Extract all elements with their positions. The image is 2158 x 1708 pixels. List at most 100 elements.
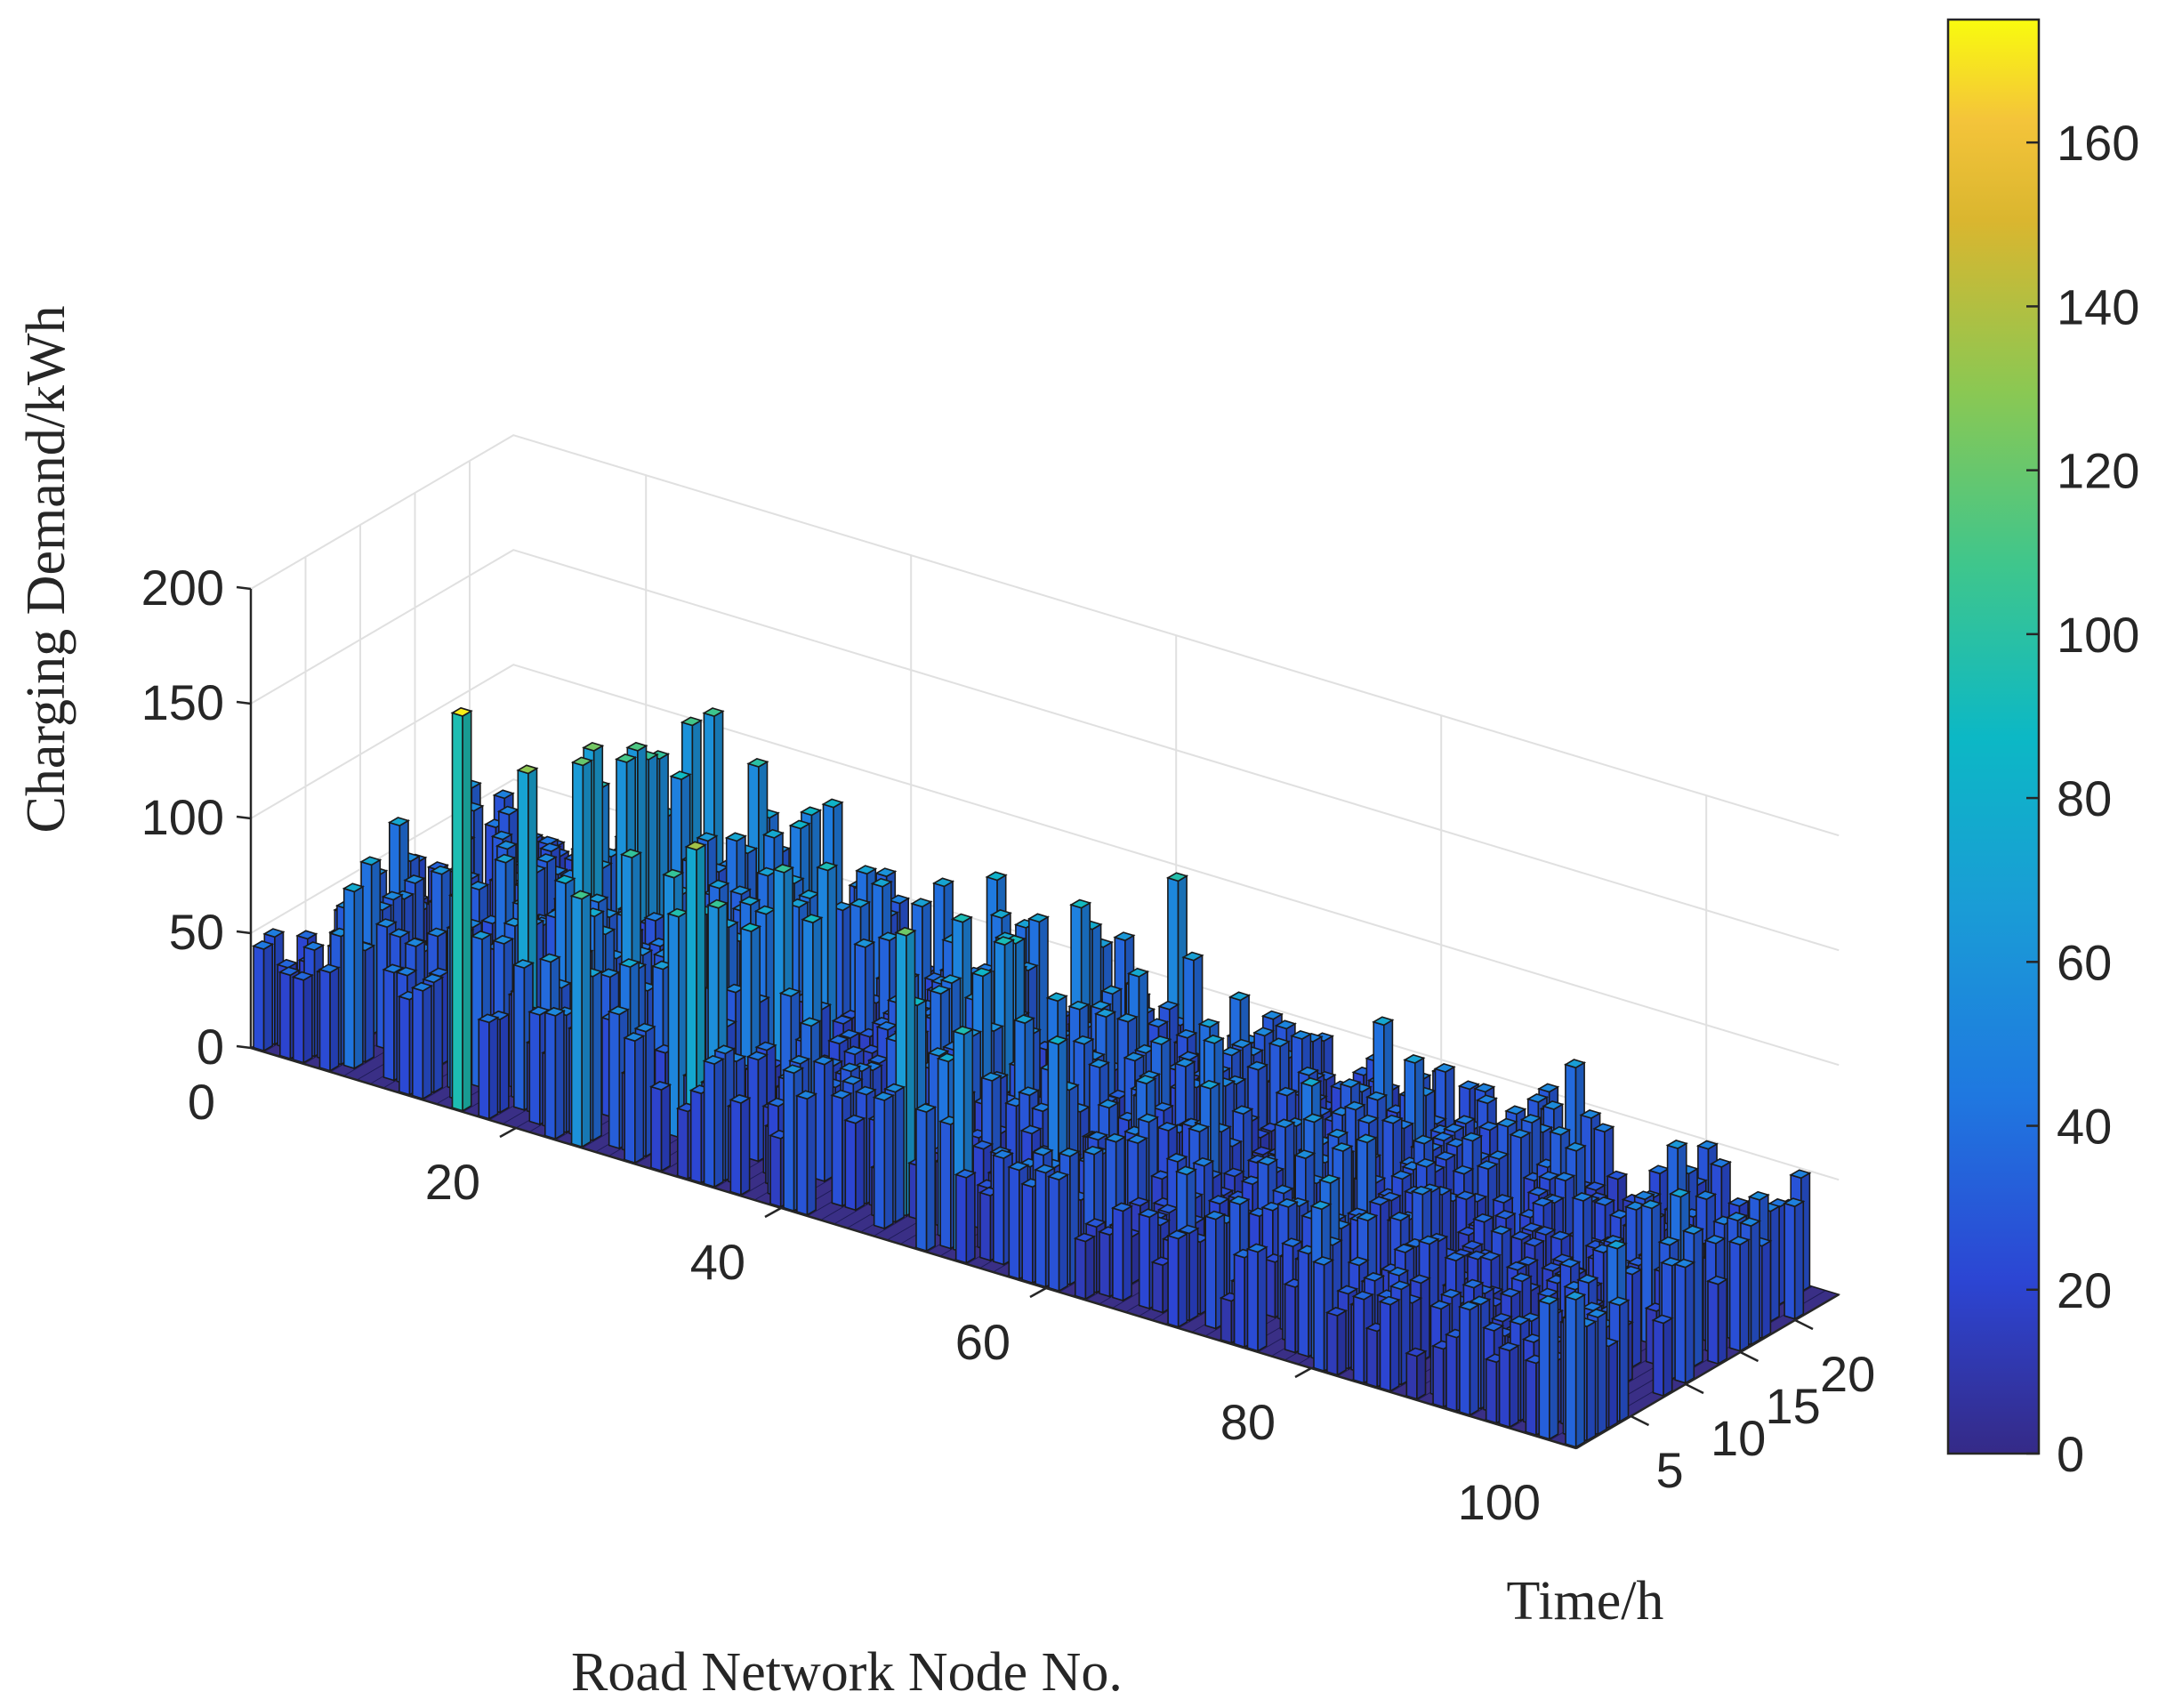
- z-tick-label: 50: [169, 904, 224, 960]
- z-tick-label: 0: [197, 1019, 224, 1075]
- bar-side-face: [883, 1094, 894, 1230]
- bar-top-face: [1246, 1060, 1269, 1071]
- x-tick-mark: [1029, 1286, 1047, 1299]
- y-tick-mark: [1739, 1350, 1759, 1363]
- y-tick-mark: [1794, 1318, 1814, 1331]
- bar: [569, 890, 592, 1148]
- bar-top-face: [724, 832, 747, 842]
- bar-top-face: [1128, 1196, 1151, 1207]
- bar-top-face: [816, 861, 839, 872]
- bar-top-face: [1017, 1086, 1041, 1097]
- bar-top-face: [1453, 1190, 1478, 1201]
- bar-side-face: [1631, 1268, 1642, 1369]
- bar-side-face: [740, 1096, 751, 1196]
- bar-top-face: [1651, 1314, 1674, 1325]
- bar-top-face: [1300, 1076, 1323, 1087]
- bar-top-face: [1339, 1078, 1362, 1089]
- bar-side-face: [1693, 1228, 1703, 1368]
- bar: [1727, 1236, 1751, 1353]
- bar-top-face: [1197, 1018, 1220, 1028]
- bar-top-face: [680, 716, 703, 727]
- bar: [1325, 1307, 1349, 1377]
- bar-top-face: [1563, 1059, 1587, 1069]
- bar: [543, 1006, 566, 1140]
- bar-front-face: [1459, 1305, 1471, 1416]
- z-gridline: [250, 434, 1840, 837]
- bar-side-face: [925, 1106, 936, 1253]
- bar-top-face: [1069, 898, 1092, 909]
- x-axis-title: Road Network Node No.: [571, 1642, 1123, 1703]
- bar-top-face: [1551, 1253, 1574, 1264]
- bar-top-face: [970, 967, 994, 978]
- bar-top-face: [1175, 1028, 1198, 1039]
- bar-top-face: [1523, 1237, 1546, 1247]
- bar-side-face: [1389, 1298, 1400, 1393]
- bar-top-face: [1192, 1156, 1215, 1167]
- bar: [954, 1168, 977, 1265]
- y-tick-label: 15: [1766, 1378, 1821, 1434]
- bar-side-face: [262, 943, 274, 1052]
- bar-top-face: [1165, 1152, 1188, 1163]
- bar-side-face: [1739, 1238, 1750, 1353]
- bar-front-face: [796, 1094, 809, 1216]
- bar-front-face: [1538, 1300, 1550, 1440]
- bar-top-face: [1365, 1091, 1389, 1101]
- y-tick-mark: [1630, 1414, 1650, 1427]
- z-tick-label: 150: [141, 674, 224, 730]
- bar-top-face: [625, 741, 648, 752]
- bar-top-face: [1326, 1128, 1349, 1139]
- bar-top-face: [1486, 1150, 1510, 1160]
- colorbar-tick-label: 140: [2057, 278, 2139, 334]
- bar-top-face: [1536, 1287, 1559, 1298]
- bar-top-face: [1492, 1194, 1515, 1204]
- bar-top-face: [359, 856, 382, 866]
- bar-top-face: [738, 896, 761, 906]
- bar-top-face: [1516, 1256, 1540, 1266]
- bar: [794, 1090, 818, 1217]
- bar-top-face: [910, 898, 933, 908]
- bar-front-face: [1112, 1206, 1124, 1302]
- bar-front-face: [703, 1059, 716, 1188]
- bar-front-face: [1008, 1165, 1020, 1280]
- bar: [1783, 1197, 1806, 1321]
- bar-top-face: [1220, 1046, 1243, 1057]
- bar-top-face: [1012, 1014, 1035, 1025]
- bar-top-face: [492, 789, 515, 800]
- bar-top-face: [1510, 1230, 1533, 1241]
- bar-top-face: [570, 756, 593, 767]
- bar-top-face: [842, 1045, 866, 1056]
- bar-front-face: [1021, 1182, 1034, 1285]
- bar-top-face: [1149, 1035, 1172, 1045]
- bar-front-face: [278, 971, 292, 1060]
- bar-top-face: [1620, 1265, 1643, 1276]
- bar-top-face: [746, 758, 769, 768]
- bar-side-face: [1416, 1349, 1427, 1401]
- bar-side-face: [1663, 1317, 1673, 1398]
- bar-top-face: [849, 898, 872, 908]
- bar-side-face: [633, 1035, 645, 1164]
- bar-top-face: [1703, 1234, 1727, 1245]
- bar-side-face: [432, 976, 444, 1094]
- bar-top-face: [1457, 1080, 1480, 1091]
- bar-top-face: [1293, 1149, 1317, 1160]
- bar-top-face: [1442, 1123, 1466, 1133]
- bar-top-face: [1355, 1133, 1378, 1144]
- z-tick-label: 100: [141, 789, 224, 845]
- bar-top-face: [582, 742, 605, 752]
- bar-side-face: [1761, 1239, 1772, 1340]
- bar: [410, 981, 433, 1100]
- bar-top-face: [1067, 1000, 1091, 1011]
- bar-front-face: [1297, 1249, 1309, 1358]
- y-tick-label: 20: [1820, 1346, 1875, 1402]
- z-axis-title: Charging Demand/kWh: [16, 306, 76, 834]
- bar-top-face: [536, 835, 560, 846]
- bar: [623, 1032, 646, 1164]
- bar: [291, 971, 314, 1065]
- bar-top-face: [821, 798, 844, 809]
- bar-top-face: [1113, 931, 1136, 942]
- bar-side-face: [1769, 1204, 1780, 1323]
- z-tick-mark: [236, 700, 252, 705]
- bar-front-face: [1246, 1247, 1259, 1352]
- z-gridline: [250, 549, 1840, 952]
- bar-front-face: [915, 1108, 928, 1253]
